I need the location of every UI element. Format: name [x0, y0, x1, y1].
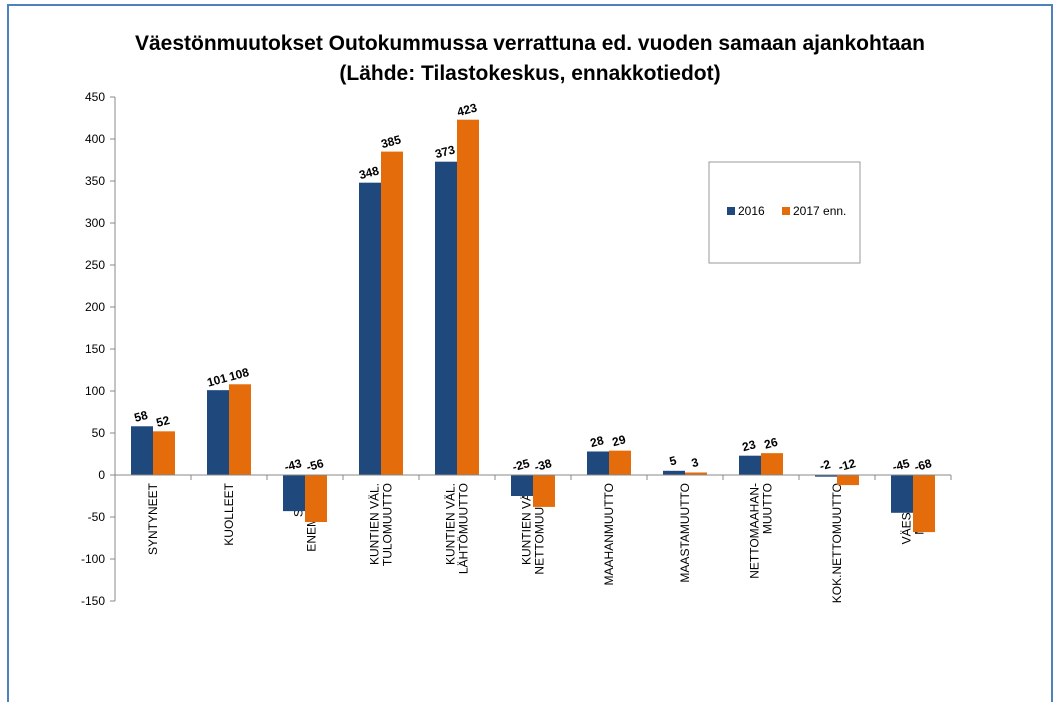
bar — [739, 455, 761, 475]
data-label: 29 — [611, 432, 628, 449]
legend-swatch — [727, 207, 735, 215]
x-tick-label: MAASTAMUUTTO — [678, 483, 692, 583]
bar — [587, 451, 609, 475]
data-label: -2 — [818, 457, 832, 473]
y-tick-label: 100 — [85, 384, 105, 398]
chart-border — [7, 4, 1053, 707]
x-tick-label: KUNTIEN VÄL.LÄHTÖMUUTTO — [444, 483, 471, 574]
data-label: -68 — [913, 456, 934, 474]
y-tick-label: -150 — [81, 594, 105, 608]
bar — [207, 390, 229, 475]
data-label: 3 — [690, 455, 700, 470]
legend-label: 2016 — [738, 204, 765, 218]
bar — [511, 475, 533, 496]
bar — [435, 161, 457, 475]
x-tick-label: SYNTYNEET — [146, 482, 160, 555]
x-tick-label: MAAHANMUUTTO — [602, 483, 616, 585]
data-label: 108 — [227, 365, 250, 384]
y-tick-label: -50 — [88, 510, 106, 524]
bar — [305, 475, 327, 523]
y-tick-label: 250 — [85, 258, 105, 272]
bar — [153, 431, 175, 475]
bar — [283, 475, 305, 512]
bar — [229, 384, 251, 475]
bar — [359, 182, 381, 475]
bar — [837, 475, 859, 486]
bar — [457, 119, 479, 476]
bar — [609, 450, 631, 475]
data-label: -43 — [283, 456, 304, 474]
bar — [685, 472, 707, 475]
data-label: 373 — [433, 142, 456, 161]
chart-title: Väestönmuutokset Outokummussa verrattuna… — [135, 32, 925, 85]
y-tick-label: 0 — [98, 468, 105, 482]
legend-swatch — [782, 207, 790, 215]
x-tick-label: KUOLLEET — [222, 482, 236, 545]
data-label: 385 — [379, 132, 402, 151]
data-label: -45 — [891, 456, 912, 474]
bar — [663, 470, 685, 475]
data-label: -38 — [533, 456, 554, 474]
data-label: 348 — [357, 163, 380, 182]
data-label: -56 — [305, 456, 326, 474]
y-tick-label: 50 — [92, 426, 106, 440]
y-tick-label: 200 — [85, 300, 105, 314]
data-label: 26 — [763, 435, 780, 452]
y-tick-label: -100 — [81, 552, 105, 566]
data-label: -12 — [837, 456, 858, 474]
data-label: 23 — [741, 437, 758, 454]
bar — [891, 475, 913, 513]
bar — [533, 475, 555, 507]
y-tick-label: 450 — [85, 90, 105, 104]
data-label: 423 — [455, 100, 478, 119]
y-tick-label: 400 — [85, 132, 105, 146]
data-label: 5 — [668, 453, 678, 468]
data-label: 28 — [589, 433, 606, 450]
data-label: 101 — [205, 371, 228, 390]
x-tick-label: KOK.NETTOMUUTTO — [830, 483, 844, 603]
x-tick-label: KUNTIEN VÄL.TULOMUUTTO — [368, 483, 395, 566]
bar — [913, 475, 935, 533]
data-label: 52 — [155, 413, 172, 430]
bar — [381, 151, 403, 475]
legend-label: 2017 enn. — [793, 204, 846, 218]
data-label: -25 — [511, 456, 532, 474]
bar — [815, 475, 837, 477]
x-tick-label: NETTOMAAHAN-MUUTTO — [748, 483, 775, 579]
bar — [131, 426, 153, 475]
y-tick-label: 350 — [85, 174, 105, 188]
y-tick-label: 150 — [85, 342, 105, 356]
bar — [761, 453, 783, 475]
y-tick-label: 300 — [85, 216, 105, 230]
data-label: 58 — [133, 408, 150, 425]
